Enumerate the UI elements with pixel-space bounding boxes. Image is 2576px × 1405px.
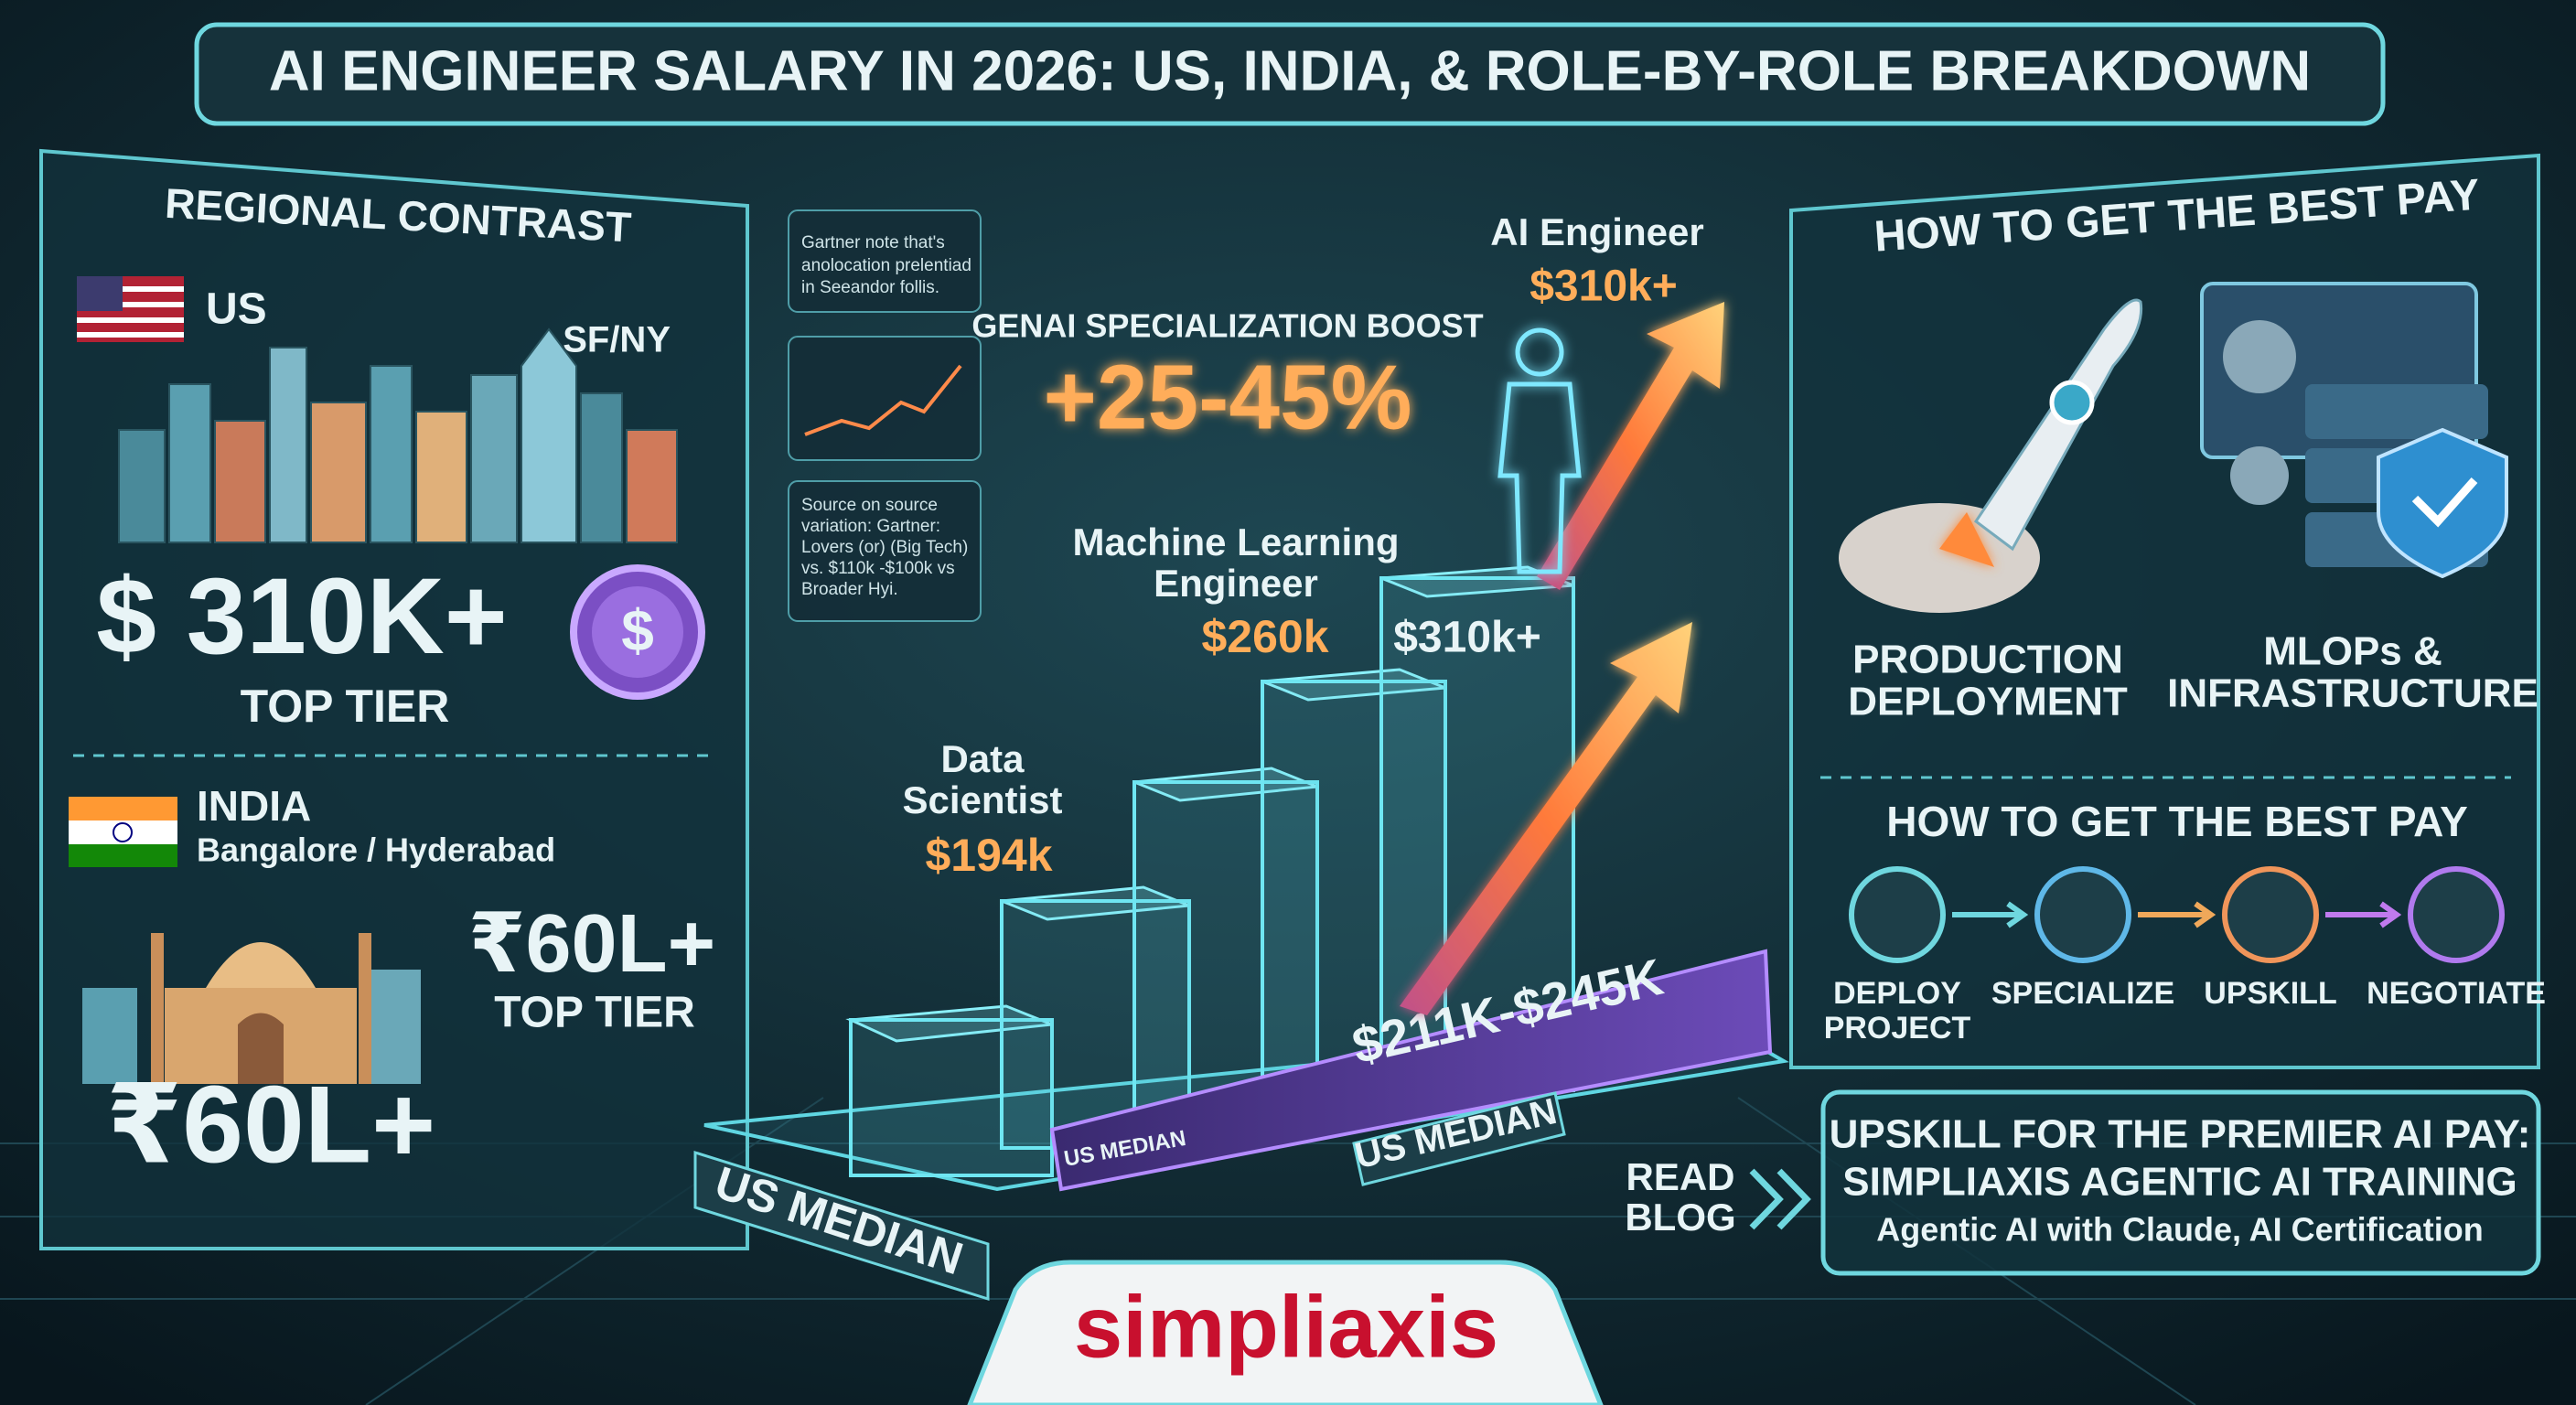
best-pay-subtitle: HOW TO GET THE BEST PAY <box>1886 798 2468 845</box>
us-label: US <box>206 285 267 334</box>
server-icon <box>2200 282 2508 579</box>
title: AI ENGINEER SALARY IN 2026: US, INDIA, &… <box>269 39 2311 102</box>
note-line: anolocation prelentiad <box>801 256 971 275</box>
role-title: Machine Learning <box>1072 520 1399 563</box>
svg-text:$: $ <box>621 597 654 663</box>
role-title: Scientist <box>902 778 1062 821</box>
trend-line <box>804 364 962 436</box>
card-label: INFRASTRUCTURE <box>2167 671 2538 716</box>
dollar-coin: $ <box>570 564 705 700</box>
chevrons[interactable] <box>1749 1168 1811 1230</box>
engineer-figure <box>1497 327 1582 574</box>
step-label: NEGOTIATE <box>2367 976 2546 1011</box>
range-band <box>1049 949 1773 1192</box>
us-salary: $ 310K+ <box>96 556 507 677</box>
role-salary: $260k <box>1201 611 1328 662</box>
card-label: PRODUCTION <box>1852 638 2123 682</box>
step-label: DEPLOY <box>1833 976 1961 1011</box>
us-skyline <box>118 327 678 543</box>
india-flag <box>69 797 177 867</box>
note-line: Broader Hyi. <box>801 580 898 599</box>
step-label: $310k+ <box>1393 614 1541 662</box>
note-line: Source on source <box>801 496 938 515</box>
india-salary-large: ₹60L+ <box>106 1064 435 1186</box>
role-salary: $310k+ <box>1530 263 1678 311</box>
role-title: Data <box>940 737 1025 780</box>
note-box <box>788 209 982 313</box>
note-line: vs. $110k -$100k vs <box>801 559 955 578</box>
note-line: Lovers (or) (Big Tech) <box>801 538 968 557</box>
role-title: Engineer <box>1154 562 1318 605</box>
median-tab <box>1352 1091 1566 1186</box>
india-skyline <box>82 933 421 1084</box>
boost-label: GENAI SPECIALIZATION BOOST <box>971 307 1483 345</box>
trend-box <box>788 336 982 461</box>
india-salary: ₹60L+ <box>468 898 715 990</box>
role-salary: $194k <box>925 830 1052 881</box>
india-cities: Bangalore / Hyderabad <box>197 831 555 869</box>
read-label[interactable]: BLOG <box>1625 1196 1735 1239</box>
read-label[interactable]: READ <box>1626 1155 1734 1198</box>
title-banner <box>194 22 2386 126</box>
note-line: in Seeandor follis. <box>801 278 939 297</box>
note-line: Gartner note that's <box>801 233 945 252</box>
logo-tab <box>967 1260 1604 1405</box>
growth-arrows <box>1400 302 1724 1015</box>
step-icons <box>1849 866 2505 963</box>
india-tier: TOP TIER <box>494 989 695 1037</box>
step-label: SPECIALIZE <box>1991 976 2174 1011</box>
cta-line[interactable]: Agentic AI with Claude, AI Certification <box>1876 1211 2483 1249</box>
cta-box[interactable] <box>1820 1089 2541 1276</box>
cta-line[interactable]: SIMPLIAXIS AGENTIC AI TRAINING <box>1842 1160 2517 1205</box>
step-label: UPSKILL <box>2204 976 2336 1011</box>
card-label: MLOPs & <box>2263 629 2442 674</box>
boost-value: +25-45% <box>1043 346 1411 448</box>
note-line: variation: Gartner: <box>801 517 940 536</box>
logo[interactable]: simpliaxis <box>1074 1278 1498 1376</box>
rocket-icon <box>1839 298 2143 613</box>
india-label: INDIA <box>197 782 311 830</box>
card-label: DEPLOYMENT <box>1848 680 2128 724</box>
step-label: PROJECT <box>1824 1011 1971 1046</box>
us-city: SF/NY <box>563 320 671 360</box>
role-title: AI Engineer <box>1490 210 1703 253</box>
median-base <box>693 1150 990 1302</box>
us-flag <box>77 276 184 342</box>
note-box <box>788 480 982 622</box>
us-tier: TOP TIER <box>241 681 450 732</box>
cta-line[interactable]: UPSKILL FOR THE PREMIER AI PAY: <box>1830 1112 2531 1157</box>
